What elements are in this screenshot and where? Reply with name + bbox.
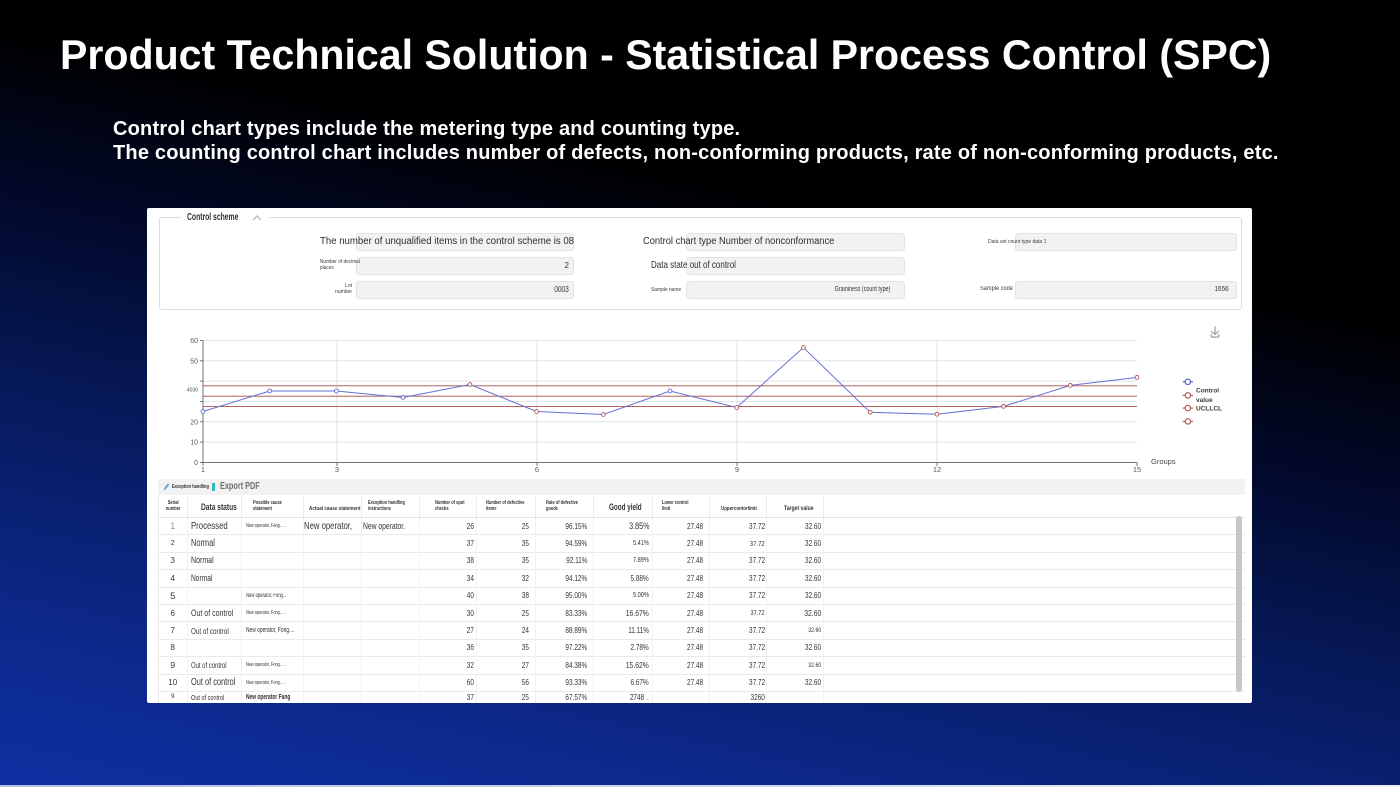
- svg-text:15: 15: [1133, 465, 1141, 474]
- svg-text:Groups: Groups: [1151, 457, 1176, 466]
- svg-text:10: 10: [190, 439, 198, 446]
- svg-text:12: 12: [933, 465, 941, 474]
- svg-text:60: 60: [190, 338, 198, 345]
- svg-text:20: 20: [190, 419, 198, 426]
- svg-text:4030: 4030: [187, 387, 198, 393]
- svg-text:UCLLCL: UCLLCL: [1196, 405, 1222, 412]
- svg-text:9: 9: [735, 465, 739, 474]
- svg-text:50: 50: [190, 358, 198, 365]
- svg-text:value: value: [1196, 397, 1213, 404]
- svg-text:3: 3: [335, 465, 339, 474]
- svg-text:Control: Control: [1196, 387, 1219, 394]
- svg-text:0: 0: [194, 460, 198, 467]
- svg-text:6: 6: [535, 465, 539, 474]
- svg-text:1: 1: [201, 465, 205, 474]
